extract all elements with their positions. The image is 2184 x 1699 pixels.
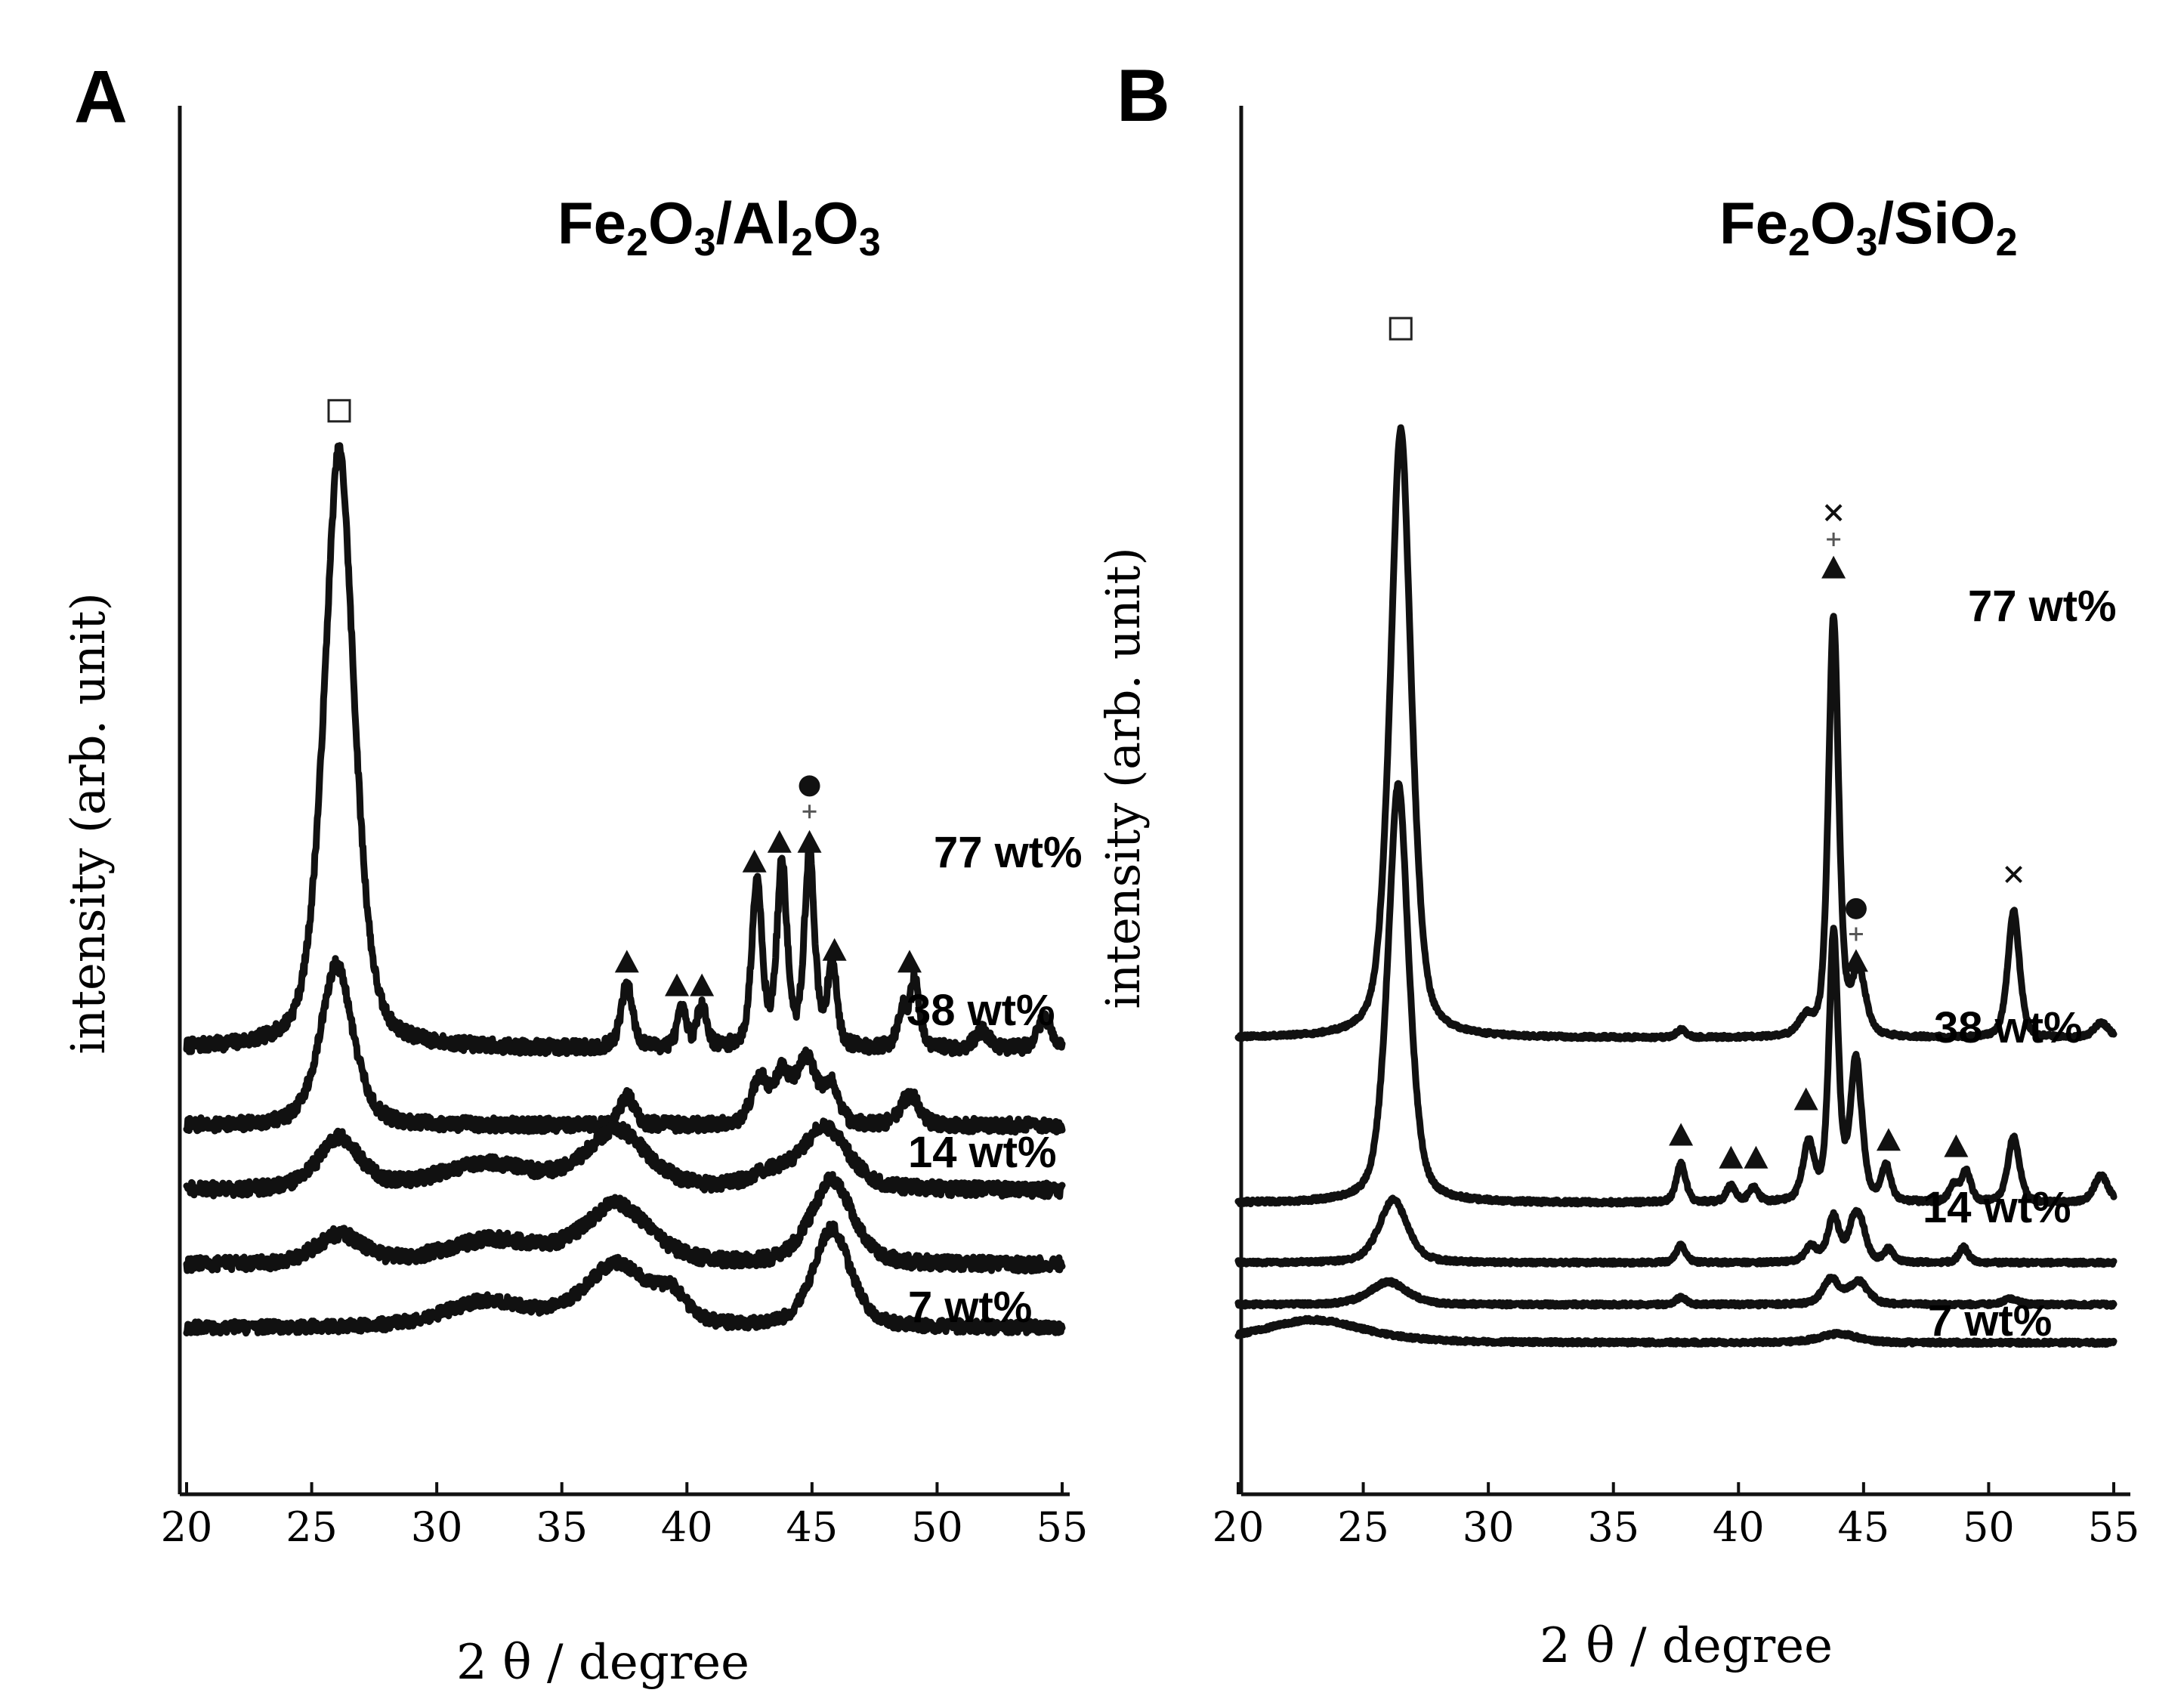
x-tick-label-b-30: 30 (1463, 1503, 1515, 1551)
x-tick-label-a-55: 55 (1036, 1503, 1089, 1551)
trace-b-7wt (1234, 1274, 2118, 1310)
panel-b-peak-markers (1389, 317, 2022, 1169)
x-tick-label-b-55: 55 (2088, 1503, 2140, 1551)
panel-a-x-label: 2 θ / degree (456, 1635, 749, 1691)
panel-a: A 20 25 30 35 40 45 50 55 Fe2O3/Al2O3 77 wt% 38… (60, 55, 1088, 1691)
triangle-marker-b-12 (1876, 1128, 1901, 1151)
series-label-a-77: 77 wt% (934, 828, 1083, 877)
panel-b: B 20 25 30 35 40 45 50 55 Fe2O3/SiO2 77 wt% 38 … (1095, 54, 2139, 1674)
trace-a-38wt (183, 955, 1066, 1136)
triangle-marker-a-2 (665, 973, 690, 996)
panel-b-x-ticks: 20 25 30 35 40 45 50 55 (1212, 1482, 2140, 1551)
series-label-a-7: 7 wt% (908, 1283, 1032, 1332)
panel-b-x-label: 2 θ / degree (1540, 1618, 1833, 1674)
triangle-marker-b-9 (1719, 1145, 1744, 1169)
triangle-marker-a-4 (742, 849, 767, 873)
panel-a-title: Fe2O3/Al2O3 (558, 190, 881, 264)
cross-marker-b-4 (2005, 866, 2022, 883)
plus-marker-b-6 (1849, 927, 1863, 941)
triangle-marker-a-1 (614, 950, 639, 973)
series-label-a-38: 38 wt% (907, 986, 1055, 1035)
trace-a-0wt (183, 1220, 1066, 1337)
x-tick-label-a-25: 25 (286, 1503, 338, 1551)
panel-b-letter: B (1117, 54, 1170, 137)
triangle-marker-b-11 (1793, 1087, 1818, 1111)
triangle-marker-a-5 (767, 829, 792, 853)
x-tick-label-a-40: 40 (661, 1503, 713, 1551)
triangle-marker-a-3 (690, 973, 715, 996)
circle-marker-b-5 (1845, 897, 1867, 919)
triangle-marker-b-13 (1944, 1134, 1969, 1157)
square-marker-a-0 (327, 399, 351, 423)
panel-b-y-label: intensity (arb. unit) (1095, 547, 1151, 1009)
trace-a-14wt (183, 1117, 1066, 1200)
series-label-a-14: 14 wt% (908, 1128, 1057, 1177)
triangle-marker-a-6 (797, 829, 822, 853)
series-label-b-7: 7 wt% (1928, 1296, 2052, 1345)
triangle-marker-a-10 (897, 950, 922, 973)
triangle-marker-b-10 (1744, 1145, 1769, 1169)
panel-a-x-ticks: 20 25 30 35 40 45 50 55 (161, 1482, 1089, 1551)
trace-a-77wt (183, 442, 1066, 1058)
panel-b-traces (1234, 424, 2118, 1348)
trace-b-14wt (1234, 1194, 2118, 1268)
panel-a-traces (183, 442, 1066, 1337)
x-tick-label-a-20: 20 (161, 1503, 213, 1551)
x-tick-label-a-50: 50 (911, 1503, 963, 1551)
series-label-b-38: 38 wt% (1934, 1003, 2083, 1052)
triangle-marker-b-8 (1669, 1123, 1694, 1146)
x-tick-label-b-20: 20 (1212, 1503, 1265, 1551)
panel-a-y-label: intensity (arb. unit) (60, 592, 116, 1054)
plus-marker-a-7 (802, 805, 817, 819)
x-tick-label-b-50: 50 (1963, 1503, 2015, 1551)
x-tick-label-b-45: 45 (1837, 1503, 1889, 1551)
panel-b-title: Fe2O3/SiO2 (1719, 190, 2018, 264)
panel-a-letter: A (74, 55, 128, 138)
trace-b-77wt (1234, 424, 2118, 1043)
triangle-marker-a-9 (822, 938, 847, 961)
x-tick-label-a-30: 30 (411, 1503, 463, 1551)
series-label-b-14: 14 wt% (1923, 1183, 2071, 1232)
cross-marker-b-1 (1824, 504, 1843, 522)
triangle-marker-b-3 (1821, 555, 1846, 579)
x-tick-label-b-35: 35 (1587, 1503, 1639, 1551)
plus-marker-b-2 (1827, 532, 1841, 546)
trace-b-0wt (1234, 1314, 2118, 1348)
circle-marker-a-8 (799, 775, 820, 797)
x-tick-label-a-45: 45 (786, 1503, 838, 1551)
square-marker-b-0 (1389, 317, 1413, 341)
panel-a-peak-markers (327, 399, 922, 996)
x-tick-label-a-35: 35 (536, 1503, 588, 1551)
x-tick-label-b-25: 25 (1337, 1503, 1389, 1551)
trace-b-38wt (1234, 780, 2118, 1208)
triangle-marker-b-7 (1843, 949, 1868, 972)
x-tick-label-b-40: 40 (1713, 1503, 1765, 1551)
series-label-b-77: 77 wt% (1968, 582, 2117, 631)
trace-a-7wt (183, 1171, 1066, 1275)
